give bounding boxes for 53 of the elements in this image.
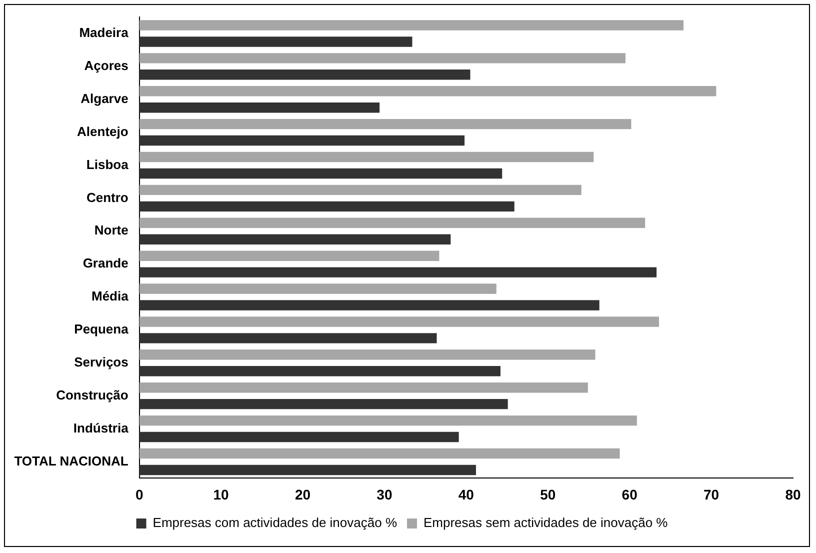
x-tick-label: 40 xyxy=(458,486,474,502)
bar xyxy=(139,316,659,327)
legend-label: Empresas sem actividades de inovação % xyxy=(424,515,668,530)
bar xyxy=(139,350,596,360)
x-tick-label: 0 xyxy=(135,486,144,502)
x-tick-label: 60 xyxy=(622,486,638,502)
y-tick-label: Construção xyxy=(56,387,128,402)
bar xyxy=(139,20,684,30)
y-tick-label: Pequena xyxy=(74,322,130,337)
y-tick-label: Madeira xyxy=(79,25,130,40)
y-tick-label: Centro xyxy=(86,190,128,205)
y-tick-label: Alentejo xyxy=(77,124,128,139)
y-tick-label: Média xyxy=(91,288,130,304)
y-tick-label: Açores xyxy=(84,58,128,73)
bar xyxy=(139,267,657,278)
bar xyxy=(139,234,451,244)
bar xyxy=(139,70,470,80)
x-tick-label: 70 xyxy=(704,486,720,502)
bar xyxy=(139,168,502,179)
bar xyxy=(139,135,465,146)
bar xyxy=(139,448,620,459)
bar xyxy=(139,184,582,196)
bar xyxy=(139,250,440,261)
y-tick-label: Indústria xyxy=(73,420,130,436)
bar xyxy=(139,382,588,393)
bar xyxy=(139,201,514,212)
bar xyxy=(139,284,496,294)
bar xyxy=(139,432,459,442)
y-tick-label: TOTAL NACIONAL xyxy=(14,453,128,468)
x-tick-label: 80 xyxy=(785,486,801,502)
bar xyxy=(139,118,632,130)
bar xyxy=(139,152,594,162)
y-tick-label: Serviços xyxy=(74,354,128,370)
bar xyxy=(139,86,716,96)
bar xyxy=(139,464,476,476)
bar xyxy=(139,300,600,310)
bar xyxy=(139,333,437,344)
bar xyxy=(139,398,508,410)
x-tick-label: 10 xyxy=(213,486,230,502)
y-tick-label: Norte xyxy=(94,222,128,238)
y-tick-label: Grande xyxy=(82,256,128,271)
bar xyxy=(139,366,500,376)
x-tick-label: 30 xyxy=(376,486,392,502)
x-tick-label: 50 xyxy=(540,486,556,502)
legend-label: Empresas com actividades de inovação % xyxy=(152,515,398,530)
bar xyxy=(139,415,637,426)
bar xyxy=(139,102,380,113)
x-tick-label: 20 xyxy=(294,486,311,502)
bar xyxy=(139,36,412,47)
y-tick-label: Algarve xyxy=(80,90,128,106)
bar xyxy=(139,218,646,228)
y-tick-label: Lisboa xyxy=(86,156,130,172)
bar xyxy=(139,53,626,64)
